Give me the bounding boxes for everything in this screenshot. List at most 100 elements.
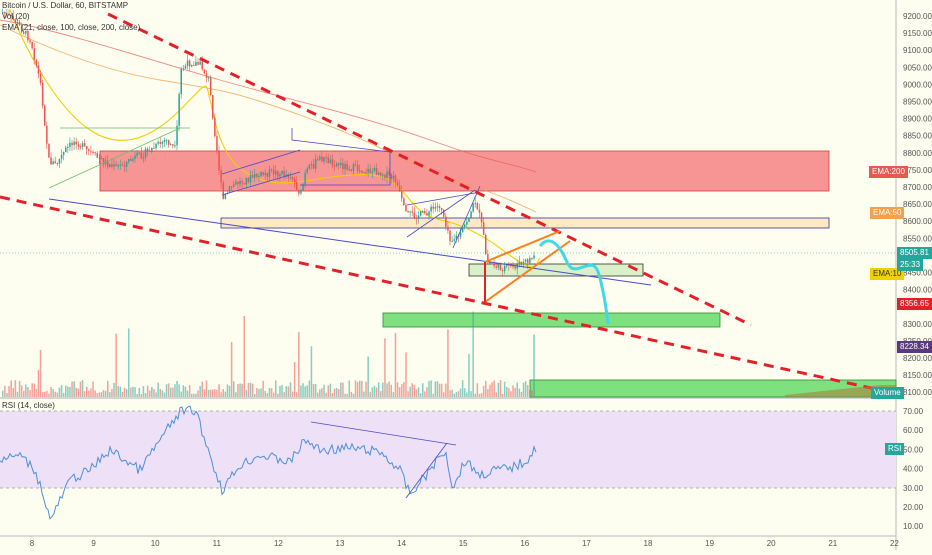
candle-body <box>335 163 338 167</box>
symbol-title[interactable]: Bitcoin / U.S. Dollar, 60, BITSTAMP <box>2 1 129 10</box>
descending-resistance-line[interactable] <box>107 12 752 327</box>
price-tick-label: 8450.00 <box>903 269 932 278</box>
rsi-axis[interactable]: 70.00 60.00 50.00 40.00 30.00 20.00 10.00 <box>903 407 924 531</box>
volume-bar <box>394 333 397 397</box>
candle-body <box>501 270 504 272</box>
price-tick-label: 9200.00 <box>903 12 932 21</box>
candle-body <box>499 263 502 271</box>
candle-body <box>37 65 40 74</box>
candle-body <box>214 117 216 137</box>
volume-bar <box>54 391 56 397</box>
rising-wedge-upper[interactable] <box>484 230 561 263</box>
supply-zone[interactable] <box>220 217 830 229</box>
rsi-line[interactable] <box>0 405 537 520</box>
price-tick-label: 8850.00 <box>903 132 932 141</box>
candle-body <box>394 175 397 183</box>
candle-body <box>283 170 285 177</box>
wedge-lower-line[interactable] <box>406 189 476 238</box>
volume-bar <box>346 393 348 397</box>
support-zone[interactable] <box>382 312 721 328</box>
volume-bar <box>128 328 130 397</box>
volume-bar <box>335 388 338 397</box>
wedge-upper-line[interactable] <box>406 192 476 206</box>
candle-body <box>48 143 50 158</box>
candle-body <box>132 158 134 161</box>
candle-body <box>109 164 111 167</box>
volume-bar <box>472 311 474 397</box>
volume-indicator-label[interactable]: Vol (20) <box>2 12 30 21</box>
candlestick-series[interactable] <box>2 8 535 277</box>
flag-lower-line[interactable] <box>221 171 301 196</box>
volume-bar <box>350 391 353 397</box>
volume-bar <box>251 383 254 397</box>
volume-bar <box>136 393 138 397</box>
ema-200-line[interactable] <box>0 19 537 173</box>
volume-bar <box>264 390 266 397</box>
candle-body <box>409 211 411 213</box>
candle-body <box>281 170 283 175</box>
volume-bar <box>409 386 411 397</box>
rsi-tick-label: 40.00 <box>903 465 924 474</box>
consolidation-zone[interactable] <box>468 263 644 277</box>
candle-body <box>428 211 430 216</box>
volume-bar <box>331 393 334 397</box>
rsi-indicator-label[interactable]: RSI (14, close) <box>2 401 55 410</box>
volume-bar <box>83 391 86 397</box>
price-tick-label: 9050.00 <box>903 63 932 72</box>
candle-body <box>520 261 523 265</box>
rsi-divergence-line[interactable] <box>310 421 457 446</box>
volume-bar <box>193 393 195 397</box>
candle-body <box>476 203 479 210</box>
volume-bar <box>522 382 525 397</box>
time-tick-label: 16 <box>520 539 529 548</box>
volume-bar <box>323 384 325 397</box>
candle-body <box>369 168 371 173</box>
candle-body <box>485 234 487 254</box>
rising-wedge-lower[interactable] <box>484 240 571 303</box>
candle-body <box>407 211 409 213</box>
flag-upper-line[interactable] <box>221 149 301 175</box>
green-trendline[interactable] <box>48 127 181 189</box>
rsi-rising-line[interactable] <box>405 442 448 499</box>
candle-body <box>4 11 6 14</box>
candle-body <box>107 160 109 167</box>
volume-bar <box>491 382 493 397</box>
volume-bar <box>359 380 361 397</box>
candle-body <box>233 184 235 187</box>
descending-support-line[interactable] <box>0 195 881 392</box>
candle-body <box>251 175 254 178</box>
volume-bar <box>151 387 153 397</box>
volume-bar <box>474 393 476 397</box>
time-axis[interactable]: 8 9 10 11 12 13 14 15 16 17 18 19 20 21 22 <box>30 539 900 548</box>
volume-bar <box>384 338 386 397</box>
candle-body <box>346 163 348 171</box>
volume-bar <box>88 390 90 397</box>
time-tick-label: 21 <box>828 539 837 548</box>
candle-body <box>459 232 462 237</box>
candle-body <box>497 263 500 268</box>
candle-body <box>350 169 353 171</box>
volume-bar <box>470 391 472 397</box>
lower-channel-line[interactable] <box>48 198 652 286</box>
volume-bar <box>35 388 38 397</box>
volume-bar <box>195 393 197 397</box>
projected-path[interactable] <box>538 239 610 325</box>
wedge-steep-line[interactable] <box>452 185 481 249</box>
volume-bar <box>239 383 241 397</box>
candle-body <box>468 217 470 222</box>
ema-50-line[interactable] <box>0 24 537 213</box>
volume-bar <box>516 382 518 397</box>
candle-body <box>293 179 296 183</box>
volume-bar <box>165 384 168 397</box>
candle-body <box>235 181 237 185</box>
price-axis[interactable]: 9200.00 9150.00 9100.00 9050.00 9000.00 8950.… <box>903 12 932 397</box>
candle-body <box>308 164 311 169</box>
volume-bar <box>506 386 508 397</box>
candle-body <box>380 172 382 176</box>
volume-bar <box>333 388 336 397</box>
ema-indicator-label[interactable]: EMA (21, close, 100, close, 200, close) <box>2 23 141 32</box>
candle-body <box>29 40 31 42</box>
volume-bar <box>94 390 96 397</box>
